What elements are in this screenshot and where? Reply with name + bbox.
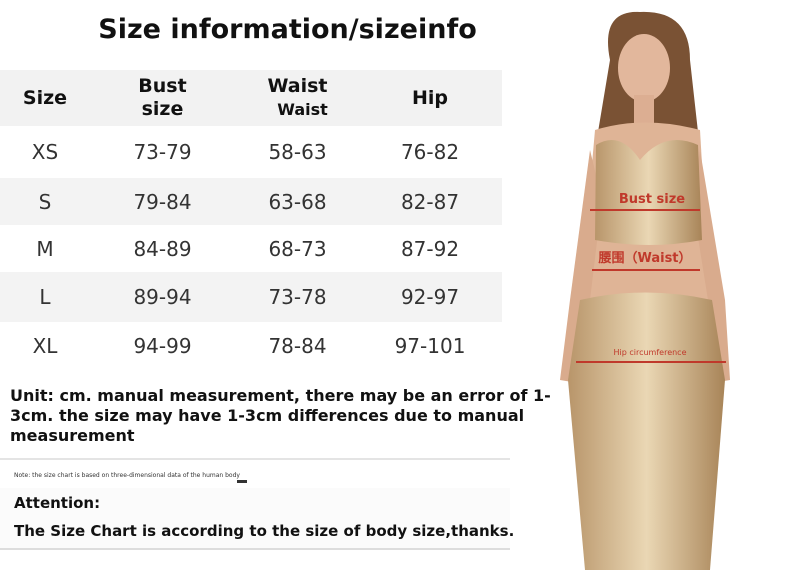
header-row: Size Bust size Waist Waist Hip [0, 70, 502, 126]
table-row: L 89-94 73-78 92-97 [0, 272, 502, 322]
bust-label: Bust size [619, 192, 685, 207]
table-cell: 78-84 [268, 334, 327, 358]
table-row: XS 73-79 58-63 76-82 [0, 126, 502, 178]
table-cell: 68-73 [268, 236, 327, 261]
table-cell: L [39, 285, 51, 309]
table-row: XL 94-99 78-84 97-101 [0, 322, 502, 370]
table-cell: 76-82 [400, 140, 460, 164]
header-cell: Bust size [100, 70, 225, 126]
model-photo: Bust size 腰围（Waist） Hip circumference [560, 11, 730, 570]
table-cell: S [38, 189, 52, 214]
table-cell: 73-78 [268, 285, 327, 309]
table-cell: 97-101 [394, 334, 466, 358]
waist-label: 腰围（Waist） [597, 250, 691, 266]
unit-note: Unit: cm. manual measurement, there may … [10, 386, 551, 445]
hip-label: Hip circumference [613, 348, 686, 357]
header-cell: Hip [365, 70, 495, 126]
table-cell: 94-99 [133, 334, 192, 358]
header-text: Size [22, 86, 68, 109]
header-text: Hip [411, 86, 448, 109]
table-cell: M [36, 236, 54, 261]
header-cell: Waist Waist [235, 70, 360, 126]
header-cell: Size [0, 70, 90, 126]
table-cell: 84-89 [133, 236, 192, 261]
header-text: size [141, 98, 184, 120]
title: Size information/sizeinfo [98, 14, 477, 45]
table-cell: 79-84 [133, 189, 192, 214]
table-cell: 89-94 [133, 285, 192, 309]
header-text: Bust [138, 75, 187, 97]
header-text: Waist [277, 100, 328, 119]
table-cell: XL [32, 334, 58, 358]
header-text: Waist [267, 75, 328, 97]
table-cell: 63-68 [268, 189, 327, 214]
attention-box [0, 488, 510, 550]
table-row: M 84-89 68-73 87-92 [0, 225, 502, 272]
mark [237, 480, 247, 483]
table-cell: 87-92 [400, 236, 460, 261]
table-cell: 73-79 [133, 140, 192, 164]
small-note: Note: the size chart is based on three-d… [14, 472, 240, 479]
divider [0, 458, 510, 460]
table-row: S 79-84 63-68 82-87 [0, 178, 502, 225]
table-cell: XS [31, 140, 59, 164]
table-cell: 82-87 [400, 189, 460, 214]
attention-title: Attention: [14, 494, 101, 512]
table-cell: 58-63 [268, 140, 327, 164]
attention-text: The Size Chart is according to the size … [14, 522, 515, 540]
table-cell: 92-97 [400, 285, 460, 309]
